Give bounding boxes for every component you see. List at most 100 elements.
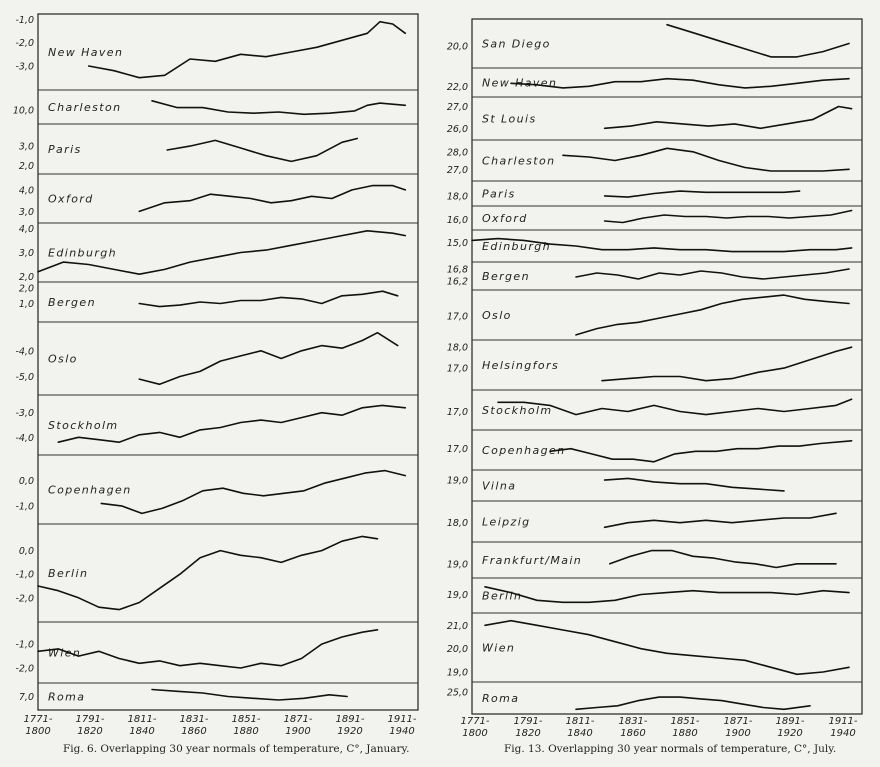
jul-series-line-oslo [575, 294, 850, 336]
jan-y-tick-label: -3,0 [15, 408, 34, 419]
jan-city-label-wien: Wien [48, 647, 81, 660]
jul-series-line-new-haven [510, 77, 850, 89]
jan-x-tick-label: 1811-1840 [127, 714, 156, 737]
jan-series-line-wien [37, 628, 379, 669]
jan-city-label-copenhagen: Copenhagen [48, 484, 132, 497]
jul-city-label-st-louis: St Louis [482, 113, 537, 126]
jan-panel-oslo: Oslo -4,0 -5,0 [15, 331, 399, 386]
jan-panel-new-haven: New Haven -1,0 -2,0 -3,0 [15, 15, 407, 79]
jan-y-tick-label: 2,0 [19, 272, 34, 283]
jan-y-tick-label: -4,0 [15, 346, 34, 357]
jul-panel-st-louis: St Louis 27,0 26,0 [447, 102, 853, 135]
jan-series-line-oslo [138, 331, 399, 386]
jul-series-line-leipzig [603, 512, 837, 529]
jul-panel-charleston: Charleston 28,0 27,0 [447, 147, 850, 176]
jul-panel-vilna: Vilna 19,0 [447, 476, 785, 493]
jul-x-tick-label: 1791-1820 [513, 716, 542, 739]
jul-y-tick-label: 18,0 [447, 343, 468, 354]
jul-y-tick-label: 16,0 [447, 215, 468, 226]
jul-city-label-frankfurt-main: Frankfurt/Main [482, 554, 582, 567]
jan-series-line-berlin [37, 535, 379, 611]
jul-series-line-roma [575, 696, 811, 711]
jul-figure-caption: Fig. 13. Overlapping 30 year normals of … [504, 743, 836, 755]
jan-y-tick-label: -1,0 [15, 501, 34, 512]
jan-series-line-paris [166, 137, 359, 163]
jul-series-line-wien [484, 619, 850, 676]
jan-panel-paris: Paris 3,0 2,0 [19, 137, 359, 172]
jan-city-label-new-haven: New Haven [48, 46, 123, 59]
jul-series-line-vilna [603, 477, 785, 492]
jul-y-tick-label: 17,0 [447, 407, 468, 418]
jul-panel-frankfurt-main: Frankfurt/Main 19,0 [447, 549, 837, 570]
jan-series-line-bergen [138, 290, 399, 308]
jul-series-line-helsingfors [601, 346, 853, 382]
jul-city-label-copenhagen: Copenhagen [482, 444, 566, 457]
jul-city-label-leipzig: Leipzig [482, 516, 531, 529]
jul-x-tick-label: 1831-1860 [618, 716, 647, 739]
jan-x-tick-label: 1911-1940 [387, 714, 416, 737]
jul-panel-paris: Paris 18,0 [447, 188, 801, 202]
jan-city-label-berlin: Berlin [48, 567, 88, 580]
jan-panel-roma: Roma 7,0 [19, 688, 348, 704]
jul-panel-edinburgh: Edinburgh 15,0 [447, 237, 853, 253]
jan-city-label-roma: Roma [48, 691, 85, 704]
jul-series-line-edinburgh [471, 237, 853, 253]
jul-series-line-charleston [562, 147, 850, 172]
jan-series-line-oxford [138, 184, 407, 213]
jul-series-line-bergen [575, 268, 850, 280]
jul-city-label-berlin: Berlin [482, 590, 522, 603]
jan-city-label-stockholm: Stockholm [48, 419, 119, 432]
jan-series-line-roma [151, 688, 348, 701]
jul-y-tick-label: 18,0 [447, 191, 468, 202]
jan-y-tick-label: -1,0 [15, 640, 34, 651]
jan-x-tick-label: 1871-1900 [283, 714, 312, 737]
jul-city-label-paris: Paris [482, 188, 516, 201]
jan-y-tick-label: -1,0 [15, 15, 34, 26]
jan-panel-edinburgh: Edinburgh 4,0 3,0 2,0 [19, 224, 407, 283]
jul-panel-oslo: Oslo 17,0 [447, 294, 850, 336]
jul-panel-helsingfors: Helsingfors 18,0 17,0 [447, 343, 853, 382]
jul-series-line-berlin [484, 585, 850, 604]
jan-y-tick-label: 4,0 [19, 224, 34, 235]
jul-y-tick-label: 19,0 [447, 476, 468, 487]
jul-panel-san-diego: San Diego 20,0 [447, 23, 850, 58]
jan-y-tick-label: 4,0 [19, 185, 34, 196]
jul-y-tick-label: 18,0 [447, 518, 468, 529]
jul-x-tick-label: 1871-1900 [723, 716, 752, 739]
jul-y-tick-label: 22,0 [447, 82, 468, 93]
jul-city-label-edinburgh: Edinburgh [482, 240, 551, 253]
jan-series-line-edinburgh [37, 230, 407, 276]
jan-y-tick-label: -5,0 [15, 372, 34, 383]
jan-series-line-copenhagen [100, 469, 407, 515]
jan-y-tick-label: 7,0 [19, 692, 34, 703]
jan-y-tick-label: -2,0 [15, 664, 34, 675]
jan-figure-caption: Fig. 6. Overlapping 30 year normals of t… [63, 743, 409, 755]
jan-city-label-bergen: Bergen [48, 296, 96, 309]
jul-panel-oxford: Oxford 16,0 [447, 209, 853, 226]
jan-y-tick-label: -3,0 [15, 62, 34, 73]
jul-y-tick-label: 15,0 [447, 238, 468, 249]
jan-panel-copenhagen: Copenhagen 0,0 -1,0 [15, 469, 407, 515]
jul-y-tick-label: 17,0 [447, 364, 468, 375]
jan-x-tick-label: 1891-1920 [335, 714, 364, 737]
jan-panel-berlin: Berlin 0,0 -1,0 -2,0 [15, 535, 379, 611]
jan-y-tick-label: -2,0 [15, 593, 34, 604]
jul-y-tick-label: 27,0 [447, 165, 468, 176]
jul-city-label-stockholm: Stockholm [482, 404, 553, 417]
jul-x-tick-label: 1911-1940 [828, 716, 857, 739]
jan-y-tick-label: 10,0 [13, 105, 34, 116]
jul-series-line-st-louis [603, 105, 853, 130]
jul-y-tick-label: 20,0 [447, 644, 468, 655]
jul-y-tick-label: 16,8 [447, 265, 468, 276]
jul-panel-copenhagen: Copenhagen 17,0 [447, 439, 853, 463]
jan-city-label-oslo: Oslo [48, 353, 78, 366]
jul-y-tick-label: 19,0 [447, 668, 468, 679]
jul-y-tick-label: 25,0 [447, 687, 468, 698]
jul-y-tick-label: 19,0 [447, 590, 468, 601]
jan-series-line-new-haven [87, 20, 407, 79]
jan-y-tick-label: -1,0 [15, 570, 34, 581]
jul-panel-wien: Wien 21,0 20,0 19,0 [447, 619, 850, 679]
jul-panel-leipzig: Leipzig 18,0 [447, 512, 837, 529]
jul-y-tick-label: 19,0 [447, 559, 468, 570]
